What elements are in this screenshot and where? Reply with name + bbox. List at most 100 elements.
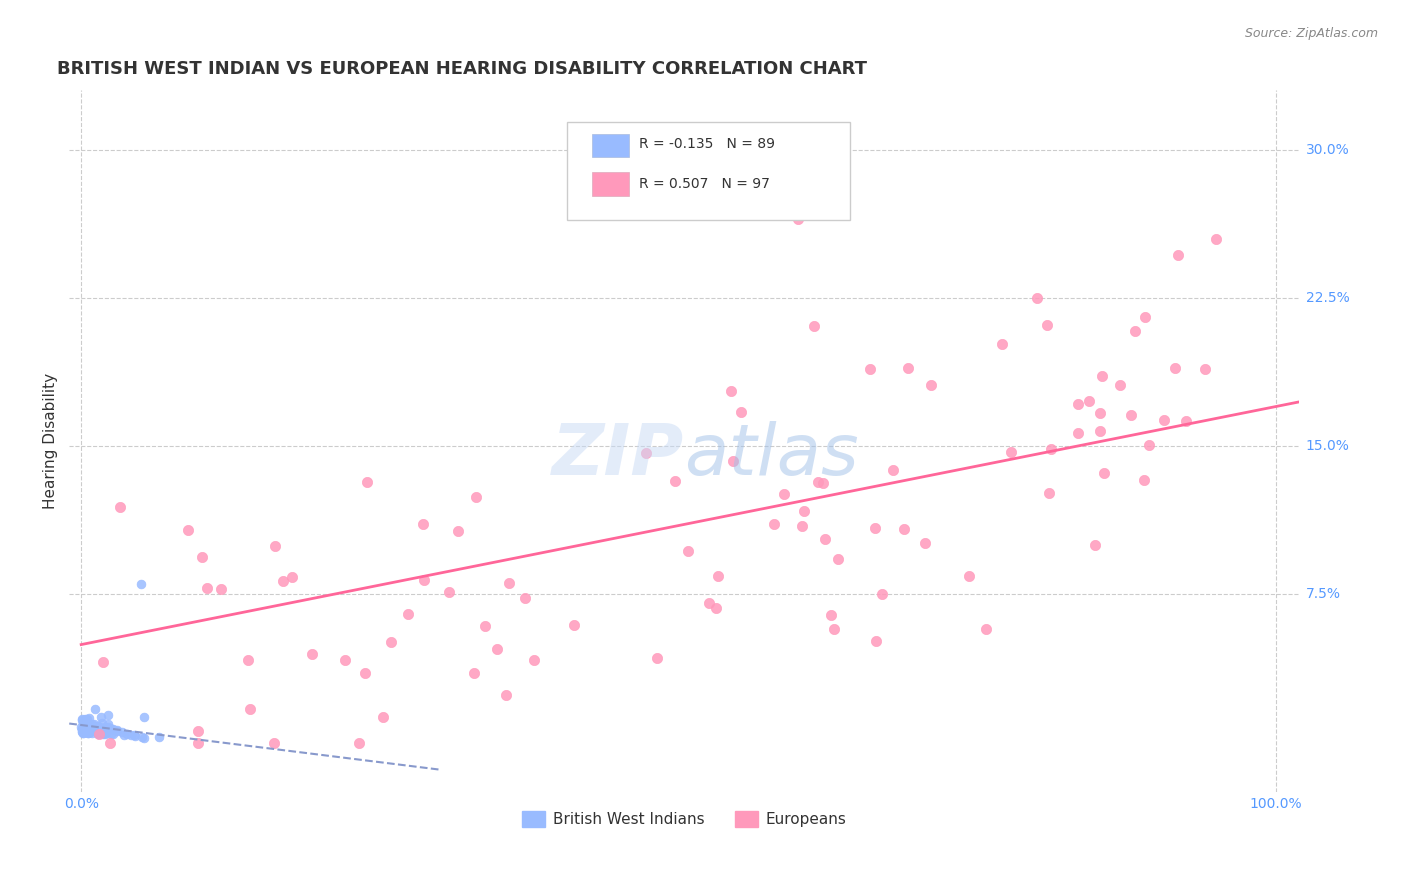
Point: [239, 702, 262, 716]
Point: [76, 724, 98, 739]
Point: [793, 504, 815, 518]
Point: [991, 337, 1014, 351]
Point: [73, 724, 96, 739]
Point: [562, 618, 585, 632]
Point: [865, 633, 887, 648]
Point: [1039, 442, 1062, 456]
Point: [79, 724, 101, 739]
Point: [77, 726, 100, 740]
Point: [1137, 438, 1160, 452]
Point: [730, 405, 752, 419]
Point: [707, 569, 730, 583]
Point: [105, 724, 128, 739]
Point: [132, 709, 155, 723]
Point: [1167, 247, 1189, 261]
Point: [100, 723, 122, 737]
Point: [100, 735, 122, 749]
Point: [112, 729, 135, 743]
Point: [412, 574, 434, 588]
Point: [86, 718, 108, 732]
Point: [465, 490, 488, 504]
Point: [823, 622, 845, 636]
Point: [1121, 409, 1143, 423]
Point: [110, 500, 132, 515]
Text: R = 0.507   N = 97: R = 0.507 N = 97: [638, 177, 769, 191]
Point: [72, 722, 94, 736]
Point: [73, 716, 96, 731]
Point: [437, 585, 460, 599]
Point: [636, 446, 658, 460]
Point: [957, 569, 980, 583]
Point: [301, 647, 323, 661]
Point: [73, 723, 96, 738]
Text: 30.0%: 30.0%: [1306, 143, 1350, 157]
Point: [86, 725, 108, 739]
Point: [1133, 310, 1156, 324]
Point: [353, 665, 375, 680]
Point: [1125, 324, 1147, 338]
Point: [209, 582, 232, 596]
Text: BRITISH WEST INDIAN VS EUROPEAN HEARING DISABILITY CORRELATION CHART: BRITISH WEST INDIAN VS EUROPEAN HEARING …: [56, 60, 868, 78]
Point: [83, 723, 105, 738]
Point: [485, 642, 508, 657]
Point: [664, 475, 686, 489]
Point: [72, 712, 94, 726]
Point: [772, 487, 794, 501]
Point: [1133, 473, 1156, 487]
Point: [84, 701, 107, 715]
Point: [498, 576, 520, 591]
Point: [129, 577, 152, 591]
Point: [1153, 413, 1175, 427]
Point: [176, 523, 198, 537]
Point: [98, 722, 121, 736]
Point: [73, 712, 96, 726]
Point: [91, 727, 114, 741]
Point: [1035, 318, 1057, 332]
FancyBboxPatch shape: [568, 122, 851, 220]
Point: [70, 724, 93, 739]
Text: 15.0%: 15.0%: [1306, 439, 1350, 453]
Point: [607, 143, 630, 157]
Point: [70, 713, 93, 727]
Point: [281, 570, 304, 584]
Point: [412, 516, 434, 531]
Point: [974, 622, 997, 636]
Point: [132, 731, 155, 745]
Point: [83, 717, 105, 731]
Point: [89, 720, 111, 734]
Point: [115, 727, 138, 741]
Point: [82, 723, 104, 738]
Point: [73, 721, 96, 735]
Point: [236, 653, 259, 667]
Point: [1078, 394, 1101, 409]
Point: [97, 722, 120, 736]
Point: [87, 720, 110, 734]
Point: [72, 723, 94, 738]
Point: [523, 653, 546, 667]
Point: [70, 722, 93, 736]
Point: [76, 724, 98, 739]
Point: [814, 532, 837, 546]
Point: [1038, 486, 1060, 500]
Text: R = -0.135   N = 89: R = -0.135 N = 89: [638, 137, 775, 152]
Text: 7.5%: 7.5%: [1306, 587, 1341, 601]
Point: [70, 725, 93, 739]
Point: [97, 708, 120, 723]
Point: [87, 726, 110, 740]
Point: [859, 362, 882, 376]
Point: [195, 581, 218, 595]
Point: [90, 710, 112, 724]
Point: [706, 600, 728, 615]
Point: [697, 596, 720, 610]
Point: [124, 728, 146, 742]
Point: [790, 519, 813, 533]
Point: [84, 720, 107, 734]
Y-axis label: Hearing Disability: Hearing Disability: [44, 373, 58, 509]
Point: [721, 453, 744, 467]
Point: [73, 722, 96, 736]
Point: [87, 726, 110, 740]
Bar: [592, 134, 628, 157]
Point: [820, 608, 842, 623]
Point: [70, 720, 93, 734]
Point: [72, 717, 94, 731]
